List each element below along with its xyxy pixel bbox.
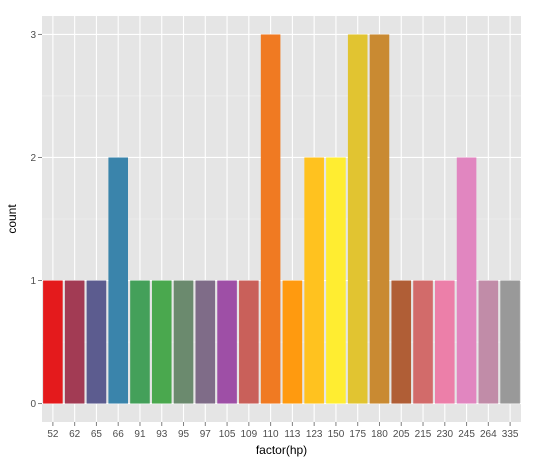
x-tick-label: 113 xyxy=(284,429,300,440)
x-tick-label: 95 xyxy=(178,429,190,440)
x-tick-label: 205 xyxy=(393,429,410,440)
bar-230 xyxy=(434,280,455,404)
x-tick-label: 62 xyxy=(69,429,81,440)
x-axis: 52 62 65 66 91 93 95 97 105 109 110 113 123 150 175 180… xyxy=(47,422,519,440)
bar-150 xyxy=(326,157,346,404)
x-tick-label: 123 xyxy=(306,429,323,440)
x-tick-label: 52 xyxy=(47,429,59,440)
bar-109 xyxy=(239,280,259,404)
bar-52 xyxy=(43,280,63,404)
bar-105 xyxy=(217,280,237,404)
x-tick-label: 93 xyxy=(156,429,168,440)
x-tick-label: 91 xyxy=(134,429,146,440)
y-tick-label: 2 xyxy=(30,153,36,164)
bars xyxy=(43,34,520,404)
bar-91 xyxy=(130,280,150,404)
bar-264 xyxy=(478,280,499,404)
x-tick-label: 97 xyxy=(200,429,212,440)
y-tick-label: 3 xyxy=(30,30,36,41)
bar-66 xyxy=(108,157,129,404)
x-tick-label: 215 xyxy=(415,429,432,440)
bar-97 xyxy=(195,280,216,404)
bar-123 xyxy=(304,157,324,404)
x-tick-label: 230 xyxy=(436,429,453,440)
x-tick-label: 264 xyxy=(480,429,497,440)
x-tick-label: 335 xyxy=(502,429,519,440)
x-tick-label: 110 xyxy=(263,429,279,440)
y-tick-label: 1 xyxy=(30,276,36,287)
x-axis-title: factor(hp) xyxy=(256,443,307,457)
bar-65 xyxy=(86,280,107,404)
bar-205 xyxy=(391,280,412,404)
x-tick-label: 175 xyxy=(349,429,366,440)
x-tick-label: 245 xyxy=(458,429,475,440)
y-tick-label: 0 xyxy=(30,399,36,410)
bar-215 xyxy=(413,280,433,404)
x-tick-label: 180 xyxy=(371,429,388,440)
bar-110 xyxy=(260,34,281,404)
bar-180 xyxy=(369,34,390,404)
bar-62 xyxy=(64,280,85,404)
x-tick-label: 150 xyxy=(328,429,345,440)
x-tick-label: 66 xyxy=(113,429,125,440)
bar-113 xyxy=(282,280,303,404)
y-axis: 0 1 2 3 xyxy=(30,30,42,410)
y-axis-title: count xyxy=(5,204,19,234)
bar-335 xyxy=(500,280,520,404)
bar-175 xyxy=(347,34,368,404)
x-tick-label: 105 xyxy=(219,429,236,440)
bar-93 xyxy=(151,280,172,404)
x-tick-label: 65 xyxy=(91,429,103,440)
bar-245 xyxy=(456,157,477,404)
bar-95 xyxy=(173,280,194,404)
x-tick-label: 109 xyxy=(240,429,257,440)
